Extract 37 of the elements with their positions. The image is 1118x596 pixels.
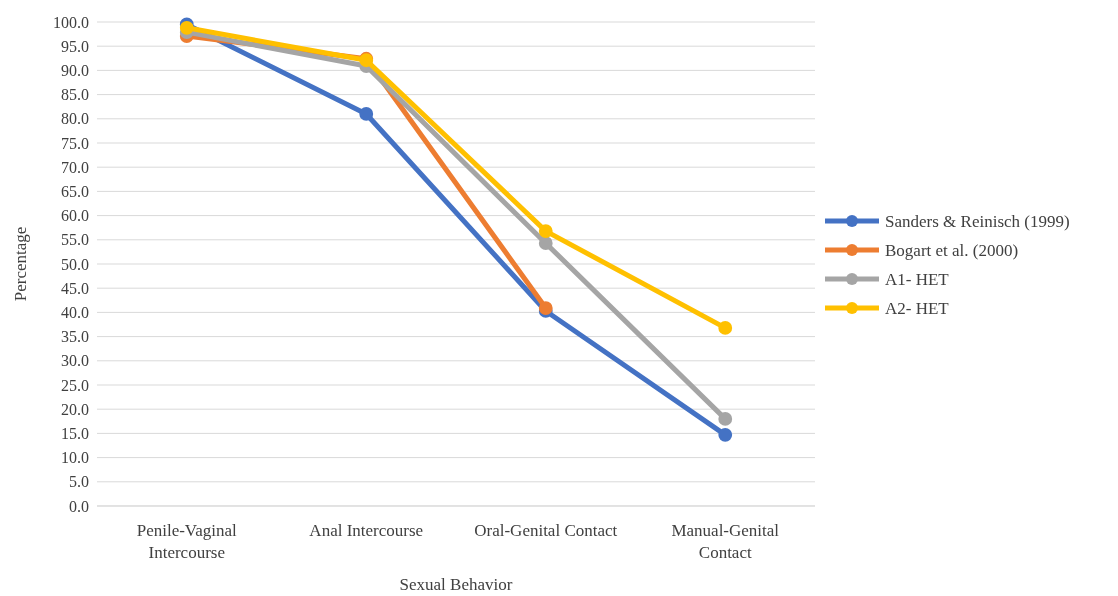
x-tick-label: Anal Intercourse xyxy=(309,521,424,540)
point xyxy=(718,320,733,335)
y-tick-label: 20.0 xyxy=(61,400,89,418)
point xyxy=(359,107,374,121)
y-tick-label: 85.0 xyxy=(61,86,89,104)
y-tick-label: 55.0 xyxy=(61,231,89,249)
y-tick-label: 40.0 xyxy=(61,304,89,322)
y-tick-label: 5.0 xyxy=(69,473,89,491)
y-tick-label: 45.0 xyxy=(61,279,89,297)
y-tick-label: 90.0 xyxy=(61,62,89,80)
point xyxy=(718,427,733,442)
y-tick-label: 15.0 xyxy=(61,425,89,443)
y-tick-label: 100.0 xyxy=(53,13,89,31)
x-tick-label: Manual-Genital Contact xyxy=(671,521,780,563)
legend-label: Bogart et al. (2000) xyxy=(885,240,1019,260)
legend-label: Sanders & Reinisch (1999) xyxy=(885,211,1070,231)
y-tick-label: 0.0 xyxy=(69,497,89,515)
legend-label: A2- HET xyxy=(885,298,950,318)
point xyxy=(718,411,733,426)
y-tick-label: 75.0 xyxy=(61,134,89,152)
y-tick-label: 70.0 xyxy=(61,158,89,176)
y-tick-label: 95.0 xyxy=(61,37,89,55)
y-tick-label: 65.0 xyxy=(61,183,89,201)
y-axis-title: Percentage xyxy=(11,226,30,302)
y-tick-label: 60.0 xyxy=(61,207,89,225)
legend-label: A1- HET xyxy=(885,269,950,289)
x-tick-label: Penile-Vaginal Intercourse xyxy=(136,521,238,563)
point xyxy=(538,224,553,238)
y-tick-label: 25.0 xyxy=(61,376,89,394)
y-tick-label: 35.0 xyxy=(61,328,89,346)
x-tick-label: Oral-Genital Contact xyxy=(474,521,618,540)
y-tick-label: 80.0 xyxy=(61,110,89,128)
point xyxy=(538,236,553,251)
y-tick-label: 50.0 xyxy=(61,255,89,273)
y-tick-label: 30.0 xyxy=(61,352,89,370)
y-tick-label: 10.0 xyxy=(61,449,89,467)
x-axis-title: Sexual Behavior xyxy=(399,575,513,594)
